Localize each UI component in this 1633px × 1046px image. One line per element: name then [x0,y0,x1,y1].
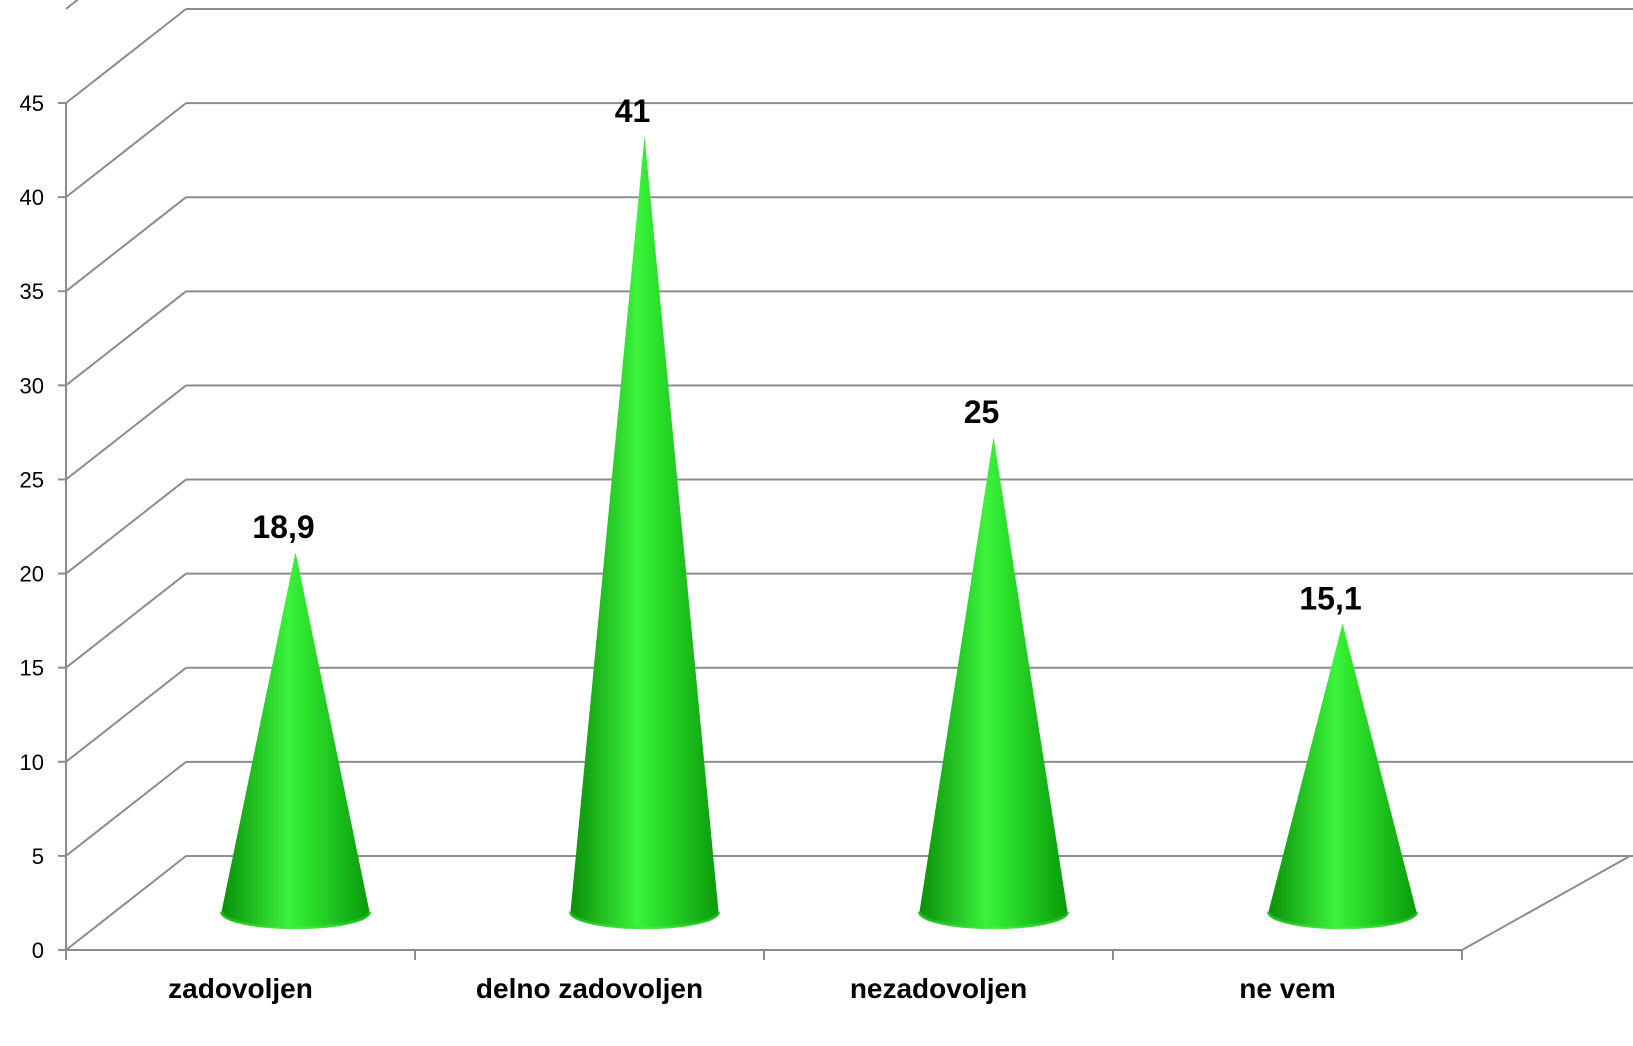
floor-right-edge [1461,855,1631,951]
side-wall-gridline [65,384,187,481]
y-tick-label: 5 [32,844,44,869]
side-wall-gridline [65,666,187,763]
x-axis-category-labels: zadovoljen delno zadovoljen nezadovoljen ne… [168,973,1336,1004]
y-tick-label: 0 [32,938,44,963]
y-tick-label: 15 [20,656,44,681]
cone-3 [918,437,1069,930]
x-category-label: zadovoljen [168,973,313,1004]
cone-body [1268,623,1417,928]
data-label: 41 [615,93,651,129]
cone-base-rim [918,911,1069,930]
side-wall-gridline [65,290,187,387]
cone-body [221,551,370,928]
data-label: 15,1 [1299,580,1361,616]
y-tick-label: 40 [20,185,44,210]
cone-2 [569,135,720,930]
side-wall-gridline [65,102,187,198]
y-tick-label: 25 [20,467,44,492]
y-tick-label: 20 [20,562,44,587]
axes [58,102,1631,960]
cone-4 [1267,623,1418,930]
side-wall-gridline [65,196,187,293]
side-wall-gridline [65,8,187,104]
cone-base-rim [1267,911,1418,930]
cone-body [919,437,1068,928]
y-tick-label: 45 [20,91,44,116]
side-wall-gridline [65,761,187,857]
y-axis-tick-labels: 0 5 10 15 20 25 30 35 40 45 [20,91,44,963]
side-wall-gridline [65,0,79,10]
side-wall-gridline [65,572,187,669]
side-wall-gridline [65,478,187,575]
cone-body [570,135,719,928]
y-tick-label: 35 [20,279,44,304]
data-label: 25 [964,394,1000,430]
y-tick-label: 30 [20,373,44,398]
cones [220,135,1418,930]
cone-base-rim [569,911,720,930]
x-category-label: delno zadovoljen [476,973,703,1004]
x-category-label: ne vem [1239,973,1336,1004]
cone-1 [220,551,371,930]
data-label: 18,9 [252,509,314,545]
data-labels: 18,9 41 25 15,1 [252,93,1361,616]
x-category-label: nezadovoljen [850,973,1027,1004]
gridlines [65,0,1633,951]
cone-base-rim [220,911,371,930]
side-wall-gridline [65,855,187,951]
y-tick-label: 10 [20,750,44,775]
